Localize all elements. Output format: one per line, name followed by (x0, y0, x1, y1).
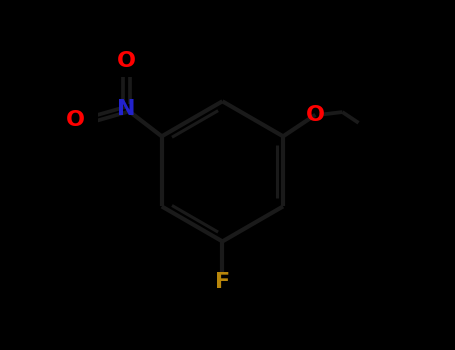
Text: O: O (66, 110, 85, 130)
Text: N: N (117, 99, 136, 119)
Text: F: F (215, 272, 230, 292)
Text: O: O (117, 51, 136, 71)
Text: O: O (306, 105, 325, 125)
